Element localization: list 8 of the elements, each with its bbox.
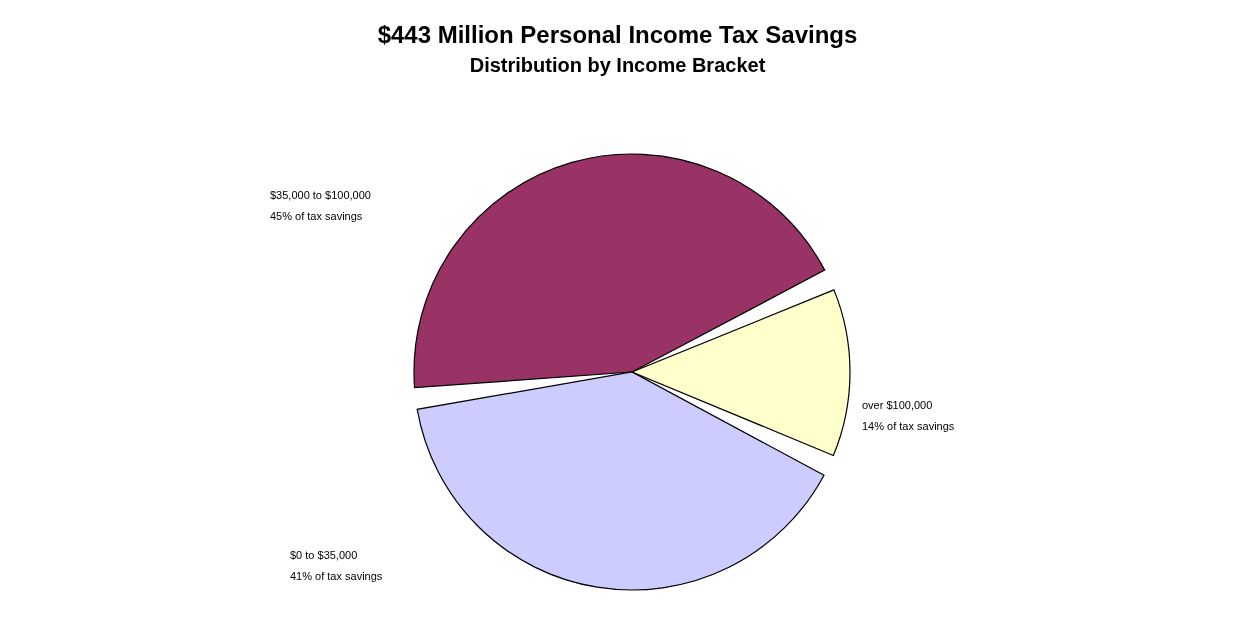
data-label: 45% of tax savings [270, 210, 363, 222]
chart-title: $443 Million Personal Income Tax Savings [377, 21, 858, 48]
slice-label: $0 to $35,000 [290, 549, 358, 561]
data-label: 41% of tax savings [290, 570, 383, 582]
chart-subtitle: Distribution by Income Bracket [469, 54, 766, 76]
slice-label: $35,000 to $100,000 [270, 189, 371, 201]
slice-label: over $100,000 [862, 399, 933, 411]
data-label: 14% of tax savings [862, 420, 955, 432]
